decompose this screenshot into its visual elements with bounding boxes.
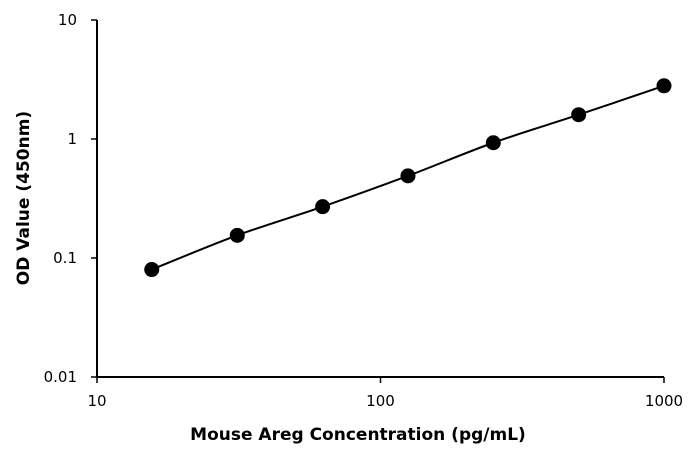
y-tick-label: 10 (58, 11, 77, 29)
y-tick-label: 0.1 (53, 249, 77, 267)
plot-area (144, 78, 672, 278)
y-tick-label: 0.01 (44, 368, 77, 386)
x-axis: 10 100 1000 Mouse Areg Concentration (pg… (87, 376, 683, 445)
data-point (144, 262, 160, 278)
y-tick-label: 1 (67, 130, 77, 148)
x-tick-label: 10 (87, 392, 106, 410)
x-tick-label: 1000 (645, 392, 683, 410)
data-point (485, 135, 501, 151)
data-point (229, 227, 245, 243)
data-point (400, 168, 416, 184)
y-axis-title: OD Value (450nm) (14, 111, 34, 285)
data-point (315, 199, 331, 215)
data-point (656, 78, 672, 94)
x-axis-title: Mouse Areg Concentration (pg/mL) (190, 425, 526, 445)
y-axis: 0.01 0.1 1 10 OD Value (450nm) (14, 11, 98, 386)
data-point (571, 107, 587, 123)
x-tick-label: 100 (366, 392, 395, 410)
